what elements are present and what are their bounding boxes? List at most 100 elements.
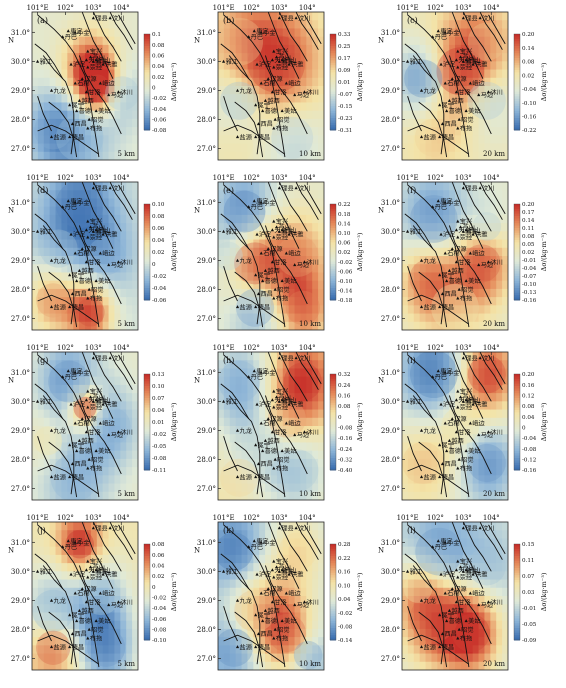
heatmap-cell	[306, 563, 313, 572]
heatmap-cell	[466, 409, 474, 419]
heatmap-cell	[108, 426, 116, 435]
heatmap-cell	[455, 190, 462, 200]
heatmap-cell	[218, 620, 225, 630]
colorbar-segment	[144, 249, 150, 253]
colorbar-segment	[330, 261, 336, 265]
heatmap-cell	[288, 360, 296, 370]
heatmap-cell	[49, 28, 57, 38]
heatmap-cell	[67, 288, 74, 298]
heatmap-cell	[253, 272, 260, 282]
heatmap-cell	[455, 450, 462, 460]
colorbar-segment	[514, 91, 520, 95]
heatmap-cell	[478, 94, 486, 104]
heatmap-cell	[120, 417, 127, 427]
heatmap-cell	[466, 28, 474, 38]
heatmap-cell	[241, 28, 249, 38]
place-label: 宝兴	[90, 558, 102, 566]
heatmap-cell	[61, 61, 68, 71]
place-label: 喜德	[79, 447, 91, 455]
heatmap-cell	[288, 620, 296, 630]
heatmap-cell	[276, 223, 284, 232]
heatmap-cell	[253, 376, 260, 386]
heatmap-cell	[449, 28, 456, 38]
heatmap-cell	[431, 360, 438, 370]
heatmap-cell	[318, 28, 324, 38]
heatmap-cell	[455, 409, 462, 419]
heatmap-cell	[449, 12, 456, 21]
heatmap-cell	[61, 442, 68, 452]
heatmap-cell	[312, 563, 319, 572]
heatmap-cell	[55, 135, 63, 145]
heatmap-cell	[425, 135, 433, 145]
heatmap-cell	[407, 135, 415, 145]
heatmap-cell	[235, 467, 243, 476]
heatmap-cell	[223, 94, 231, 104]
place-label: 德昌	[442, 303, 454, 311]
heatmap-cell	[73, 612, 80, 622]
heatmap-cell	[114, 127, 121, 136]
heatmap-cell	[413, 77, 421, 87]
heatmap-cell	[79, 305, 86, 315]
place-label: 喜德	[79, 277, 91, 285]
colorbar-segment	[144, 556, 150, 559]
heatmap-cell	[241, 417, 249, 427]
heatmap-cell	[126, 305, 133, 315]
heatmap-cell	[102, 272, 110, 282]
heatmap-cell	[218, 190, 225, 200]
heatmap-cell	[276, 620, 284, 630]
heatmap-cell	[132, 579, 138, 589]
heatmap-cell	[490, 28, 497, 38]
station-marker	[302, 260, 307, 264]
heatmap-cell	[288, 69, 296, 79]
heatmap-cell	[37, 69, 45, 79]
heatmap-cell	[85, 198, 92, 208]
colorbar-segment	[330, 98, 336, 102]
heatmap-cell	[455, 401, 462, 411]
place-label: 峨边	[288, 250, 301, 258]
heatmap-cell	[449, 321, 456, 330]
colorbar-tick-label: 0.32	[338, 372, 351, 378]
fault-line	[234, 101, 264, 158]
heatmap-cell	[223, 563, 231, 572]
heatmap-cell	[96, 571, 104, 581]
heatmap-cell	[241, 143, 249, 153]
anomaly-blob	[218, 126, 253, 160]
heatmap-cell	[413, 313, 421, 323]
fault-line	[42, 55, 75, 155]
heatmap-cell	[120, 450, 127, 460]
heatmap-cell	[318, 628, 324, 638]
heatmap-cell	[96, 393, 104, 402]
colorbar-tick-label: 0.25	[338, 44, 351, 50]
heatmap-cell	[114, 393, 121, 402]
heatmap-cell	[425, 288, 433, 298]
heatmap-cell	[402, 288, 409, 298]
anomaly-blob	[436, 47, 485, 96]
heatmap-cell	[96, 442, 104, 452]
heatmap-cell	[407, 475, 415, 485]
heatmap-cell	[126, 36, 133, 46]
heatmap-cell	[282, 563, 290, 572]
heatmap-cell	[55, 450, 63, 460]
heatmap-cell	[223, 352, 231, 361]
heatmap-cell	[79, 368, 86, 378]
heatmap-cell	[437, 280, 444, 290]
heatmap-cell	[126, 596, 133, 605]
heatmap-cell	[484, 417, 491, 427]
heatmap-cell	[253, 127, 260, 136]
place-label: 理县	[465, 15, 477, 22]
station-marker	[445, 279, 449, 283]
heatmap-cell	[259, 620, 266, 630]
heatmap-cell	[90, 28, 98, 38]
heatmap-cell	[288, 127, 296, 136]
heatmap-cell	[472, 20, 480, 30]
heatmap-cell	[276, 384, 284, 394]
heatmap-cell	[484, 69, 491, 79]
heatmap-cell	[271, 554, 278, 564]
heatmap-cell	[496, 12, 503, 21]
heatmap-cell	[90, 434, 98, 444]
heatmap-cell	[108, 661, 116, 670]
place-label: 芦山	[463, 53, 475, 61]
heatmap-cell	[402, 182, 409, 191]
heatmap-cell	[37, 143, 45, 153]
place-label: 荥经	[460, 234, 472, 242]
